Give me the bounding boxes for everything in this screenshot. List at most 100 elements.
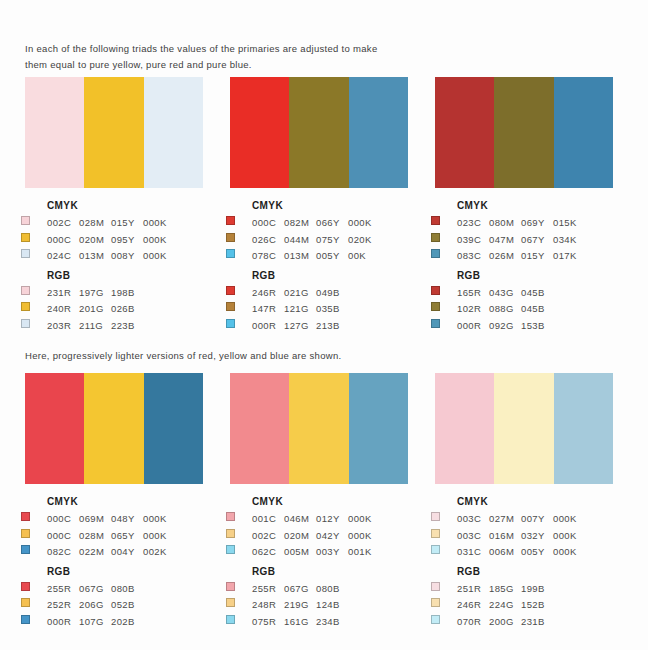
color-bar-middle [494,373,553,484]
color-chip [226,529,235,538]
color-chip [431,598,440,607]
color-chip [431,302,440,311]
table-header-rgb: RGB [47,566,203,577]
color-chip [21,233,30,242]
cmyk-value-cell: 000K [143,248,175,265]
color-bar-right [554,373,613,484]
cmyk-value-cell: 062C [252,544,284,561]
rgb-value-cell: 161G [284,614,316,631]
cmyk-value-row: 000C020M095Y000K [47,230,203,247]
cmyk-value-cell: 000K [553,544,585,561]
cmyk-value-row: 003C027M007Y000K [457,509,613,526]
page: In each of the following triads the valu… [0,0,648,650]
color-bar-left [435,77,494,188]
color-chip [21,598,30,607]
rgb-value-cell: 153B [521,318,553,335]
color-chip [431,319,440,328]
cmyk-value-row: 031C006M005Y000K [457,542,613,559]
rgb-value-cell: 202B [111,614,143,631]
rgb-value-cell: 127G [284,318,316,335]
triad-swatch [230,77,408,188]
cmyk-value-row: 002C028M015Y000K [47,213,203,230]
color-chip [21,286,30,295]
rgb-value-row: 248R219G124B [252,595,408,612]
table-header-cmyk: CMYK [457,496,613,507]
cmyk-value-row: 003C016M032Y000K [457,526,613,543]
table-header-cmyk: CMYK [252,200,408,211]
cmyk-value-row: 024C013M008Y000K [47,246,203,263]
color-bar-middle [289,77,348,188]
color-chip [21,529,30,538]
triad-swatch [230,373,408,484]
rgb-value-row: 255R067G080B [252,579,408,596]
triad-group: CMYK 000C082M066Y000K026C044M075Y020K078C… [230,77,408,332]
rgb-value-row: 075R161G234B [252,612,408,629]
color-chip [431,582,440,591]
cmyk-value-row: 000C082M066Y000K [252,213,408,230]
cmyk-value-cell: 001K [348,544,380,561]
color-chip [431,233,440,242]
color-chip [21,615,30,624]
cmyk-value-cell: 002K [143,544,175,561]
cmyk-value-cell: 005Y [316,248,348,265]
cmyk-value-row: 026C044M075Y020K [252,230,408,247]
rgb-value-cell: 234B [316,614,348,631]
color-chip [21,319,30,328]
color-bar-left [230,77,289,188]
color-chip [226,233,235,242]
table-header-rgb: RGB [47,270,203,281]
cmyk-value-cell: 005M [284,544,316,561]
cmyk-value-row: 083C026M015Y017K [457,246,613,263]
cmyk-value-cell: 017K [553,248,585,265]
color-chip [431,286,440,295]
color-chip [226,216,235,225]
color-chip [431,216,440,225]
color-bar-middle [289,373,348,484]
triad-row-top: CMYK 002C028M015Y000K000C020M095Y000K024C… [25,77,613,332]
rgb-value-cell: 075R [252,614,284,631]
triad-row-bottom: CMYK 000C069M048Y000K000C028M065Y000K082C… [25,373,613,628]
table-header-rgb: RGB [457,270,613,281]
triad-swatch [435,77,613,188]
intro-paragraph-triads: In each of the following triads the valu… [25,41,397,73]
rgb-value-cell: 213B [316,318,348,335]
cmyk-value-row: 078C013M005Y00K [252,246,408,263]
rgb-value-row: 147R121G035B [252,299,408,316]
color-chip [21,512,30,521]
cmyk-value-row: 062C005M003Y001K [252,542,408,559]
table-header-cmyk: CMYK [252,496,408,507]
cmyk-value-row: 082C022M004Y002K [47,542,203,559]
color-chip [21,545,30,554]
cmyk-value-row: 001C046M012Y000K [252,509,408,526]
color-chip [21,216,30,225]
rgb-value-cell: 070R [457,614,489,631]
rgb-value-cell: 231B [521,614,553,631]
rgb-value-cell: 223B [111,318,143,335]
color-chip [21,302,30,311]
triad-group: CMYK002C028M015Y000K000C020M095Y000K024C… [25,77,203,332]
cmyk-value-cell: 031C [457,544,489,561]
rgb-value-cell: 000R [457,318,489,335]
triad-group: CMYK001C046M012Y000K002C020M042Y000K062C… [230,373,408,628]
rgb-value-row: 240R201G026B [47,299,203,316]
cmyk-value-row: 000C069M048Y000K [47,509,203,526]
cmyk-value-row: 039C047M067Y034K [457,230,613,247]
rgb-value-cell: 200G [489,614,521,631]
cmyk-value-cell: 022M [79,544,111,561]
color-bar-right [554,77,613,188]
color-chip [226,598,235,607]
color-chip [431,249,440,258]
rgb-value-cell: 203R [47,318,79,335]
color-bar-left [25,77,84,188]
color-bar-left [435,373,494,484]
rgb-value-row: 000R092G153B [457,316,613,333]
table-header-rgb: RGB [457,566,613,577]
rgb-value-row: 255R067G080B [47,579,203,596]
cmyk-value-cell: 083C [457,248,489,265]
color-chip [226,286,235,295]
cmyk-value-cell: 015Y [521,248,553,265]
rgb-value-cell: 000R [252,318,284,335]
cmyk-value-row: 000C028M065Y000K [47,526,203,543]
cmyk-value-cell: 003Y [316,544,348,561]
color-chip [431,545,440,554]
